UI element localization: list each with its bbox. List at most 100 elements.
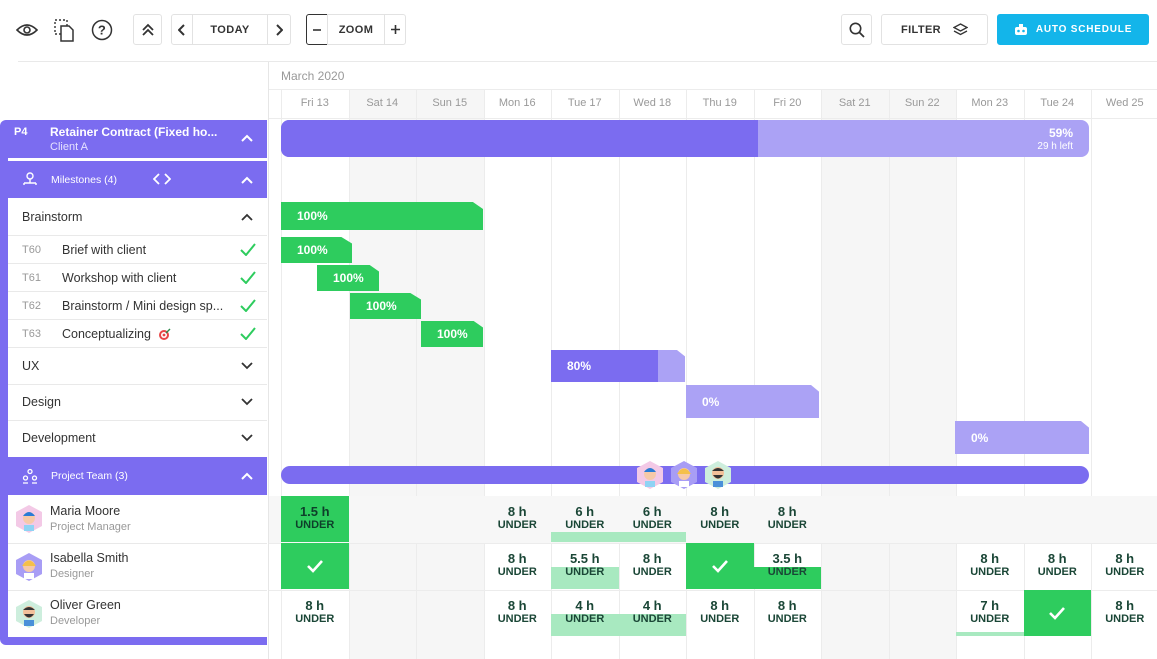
workload-complete-cell[interactable] [686, 543, 754, 589]
workload-cell[interactable]: 8 h UNDER [484, 496, 552, 542]
milestone-name: Brainstorm [22, 210, 83, 224]
task-bar[interactable]: 100% [350, 293, 421, 319]
day-column [821, 90, 889, 659]
chevron-down-icon[interactable] [241, 362, 253, 370]
day-label: Tue 17 [567, 97, 602, 109]
timeline: March 2020 Fri 13 Sat 14 Sun 15 Mon 16 Tue 1… [268, 62, 1157, 659]
divider [269, 590, 1157, 591]
workload-cell[interactable]: 3.5 h UNDER [753, 543, 821, 589]
workload-cell[interactable]: 8 h UNDER [1091, 590, 1157, 636]
zoom-in-button[interactable] [384, 14, 406, 45]
workload-status: UNDER [1037, 566, 1077, 578]
next-button[interactable] [267, 14, 291, 45]
task-row[interactable]: T60 Brief with client [8, 236, 267, 263]
workload-cell[interactable]: 6 h UNDER [551, 496, 619, 542]
workload-cell[interactable]: 8 h UNDER [619, 543, 687, 589]
member-row[interactable]: Isabella Smith Designer [8, 544, 267, 590]
chevron-up-icon[interactable] [241, 134, 253, 142]
milestone-design[interactable]: Design [8, 384, 267, 420]
workload-cell[interactable]: 8 h UNDER [484, 590, 552, 636]
copy-button[interactable] [50, 14, 78, 45]
task-row[interactable]: T61 Workshop with client [8, 264, 267, 291]
member-name: Maria Moore [50, 504, 121, 518]
workload-cell[interactable]: 6 h UNDER [618, 496, 686, 542]
check-icon [240, 327, 256, 340]
workload-cell[interactable]: 4 h UNDER [618, 590, 686, 636]
day-label: Sat 21 [838, 97, 871, 109]
workload-cell[interactable]: 8 h UNDER [686, 496, 754, 542]
development-bar[interactable]: 0% [955, 421, 1089, 454]
workload-fill [551, 614, 619, 636]
brainstorm-bar[interactable]: 100% [281, 202, 483, 230]
task-bar[interactable]: 100% [281, 237, 352, 263]
milestones-header[interactable]: Milestones (4) [8, 161, 267, 198]
workload-cell[interactable]: 8 h UNDER [1091, 543, 1157, 589]
workload-cell[interactable]: 8 h UNDER [484, 543, 552, 589]
task-bar[interactable]: 100% [421, 321, 483, 347]
day-label: Fri 20 [773, 97, 802, 109]
chevron-down-icon[interactable] [241, 398, 253, 406]
project-footer [0, 637, 267, 645]
expand-horizontal-icon[interactable] [153, 173, 171, 185]
divider [8, 319, 267, 320]
project-bar[interactable]: 59% 29 h left [281, 120, 1089, 157]
task-name: Brief with client [62, 243, 147, 257]
minus-icon [313, 28, 321, 31]
workload-cell[interactable]: 1.5 h UNDER [281, 496, 349, 542]
task-row[interactable]: T62 Brainstorm / Mini design sp... [8, 292, 267, 319]
project-header[interactable]: P4 Retainer Contract (Fixed ho... Client… [0, 120, 267, 158]
task-bar[interactable]: 100% [317, 265, 379, 291]
team-header[interactable]: Project Team (3) [8, 457, 267, 495]
day-column [483, 90, 552, 659]
workload-complete-cell[interactable] [1023, 590, 1091, 636]
workload-cell[interactable]: 5.5 h UNDER [551, 543, 619, 589]
zoom-out-button[interactable] [306, 14, 328, 45]
prev-button[interactable] [171, 14, 193, 45]
task-name: Workshop with client [62, 271, 177, 285]
visibility-button[interactable] [10, 14, 43, 45]
workload-status: UNDER [565, 566, 605, 578]
workload-cell[interactable]: 4 h UNDER [551, 590, 619, 636]
divider [8, 590, 267, 591]
bar-label: 100% [437, 327, 468, 341]
member-name: Oliver Green [50, 598, 121, 612]
bar-label: 80% [567, 359, 592, 373]
auto-schedule-button[interactable]: AUTO SCHEDULE [997, 14, 1149, 45]
help-button[interactable]: ? [88, 14, 116, 45]
design-bar[interactable]: 0% [686, 385, 819, 418]
workload-complete-cell[interactable] [281, 543, 349, 589]
filter-button[interactable]: FILTER [881, 14, 988, 45]
milestone-ux[interactable]: UX [8, 348, 267, 384]
workload-status: UNDER [632, 566, 672, 578]
member-row[interactable]: Maria Moore Project Manager [8, 496, 267, 543]
today-button[interactable]: TODAY [192, 14, 268, 45]
milestone-development[interactable]: Development [8, 420, 267, 456]
workload-status: UNDER [295, 519, 335, 531]
task-row[interactable]: T63 Conceptualizing [8, 320, 267, 347]
search-button[interactable] [841, 14, 872, 45]
workload-cell[interactable]: 8 h UNDER [754, 496, 822, 542]
chevron-up-icon[interactable] [241, 472, 253, 480]
workload-cell[interactable]: 8 h UNDER [686, 590, 754, 636]
workload-cell[interactable]: 8 h UNDER [956, 543, 1024, 589]
chevron-down-icon[interactable] [241, 434, 253, 442]
day-label: Sat 14 [366, 97, 399, 109]
member-row[interactable]: Oliver Green Developer [8, 591, 267, 637]
day-column [416, 90, 484, 659]
milestone-brainstorm[interactable]: Brainstorm [8, 199, 267, 235]
filter-label: FILTER [900, 23, 942, 36]
chevron-right-icon [276, 23, 283, 36]
task-id: T60 [22, 244, 41, 256]
chevron-up-icon[interactable] [241, 213, 253, 221]
workload-cell[interactable]: 7 h UNDER [956, 590, 1024, 636]
day-label: Wed 18 [633, 97, 672, 109]
collapse-all-button[interactable] [133, 14, 162, 45]
workload-cell[interactable]: 8 h UNDER [281, 590, 349, 636]
workload-cell[interactable]: 8 h UNDER [1024, 543, 1092, 589]
day-label: Sun 15 [432, 97, 468, 109]
workload-status: UNDER [565, 519, 605, 531]
chevron-up-icon[interactable] [241, 176, 253, 184]
help-icon: ? [91, 19, 113, 40]
ux-bar[interactable]: 80% [551, 350, 685, 382]
workload-cell[interactable]: 8 h UNDER [754, 590, 822, 636]
